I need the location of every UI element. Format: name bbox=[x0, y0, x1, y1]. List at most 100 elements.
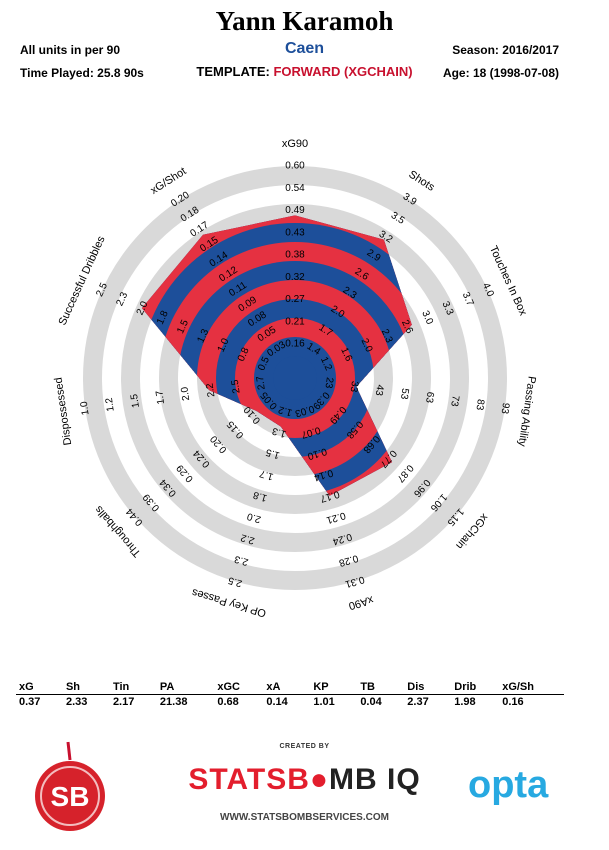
summary-header: PA bbox=[156, 680, 215, 695]
summary-header: xG/Sh bbox=[499, 680, 564, 695]
summary-value: 0.04 bbox=[360, 696, 382, 708]
bomb-fuse bbox=[66, 741, 72, 761]
radar-tick-label: 93 bbox=[499, 402, 512, 415]
radar-axis-label: Dispossessed bbox=[53, 377, 75, 446]
radar-tick-label: 2.5 bbox=[230, 378, 243, 394]
summary-header-row: xG Sh Tin PA xGC xA KP TB Dis Drib xG/Sh bbox=[16, 680, 564, 695]
radar-axis-label: OP Key Passes bbox=[190, 586, 268, 619]
radar-tick-label: 1.6 bbox=[338, 346, 354, 364]
radar-tick-label: 2.0 bbox=[135, 299, 151, 317]
summary-header: KP bbox=[310, 680, 358, 695]
radar-tick-label: 0.16 bbox=[285, 339, 305, 350]
radar-tick-label: 0.5 bbox=[256, 355, 272, 373]
radar-tick-label: 2.0 bbox=[359, 337, 375, 355]
radar-tick-label: 2.7 bbox=[255, 375, 268, 391]
radar-tick-label: 0.24 bbox=[331, 531, 353, 547]
radar-tick-label: 1.2 bbox=[277, 403, 294, 418]
radar-tick-label: 0.14 bbox=[312, 467, 334, 483]
radar-tick-label: 2.0 bbox=[179, 386, 192, 402]
template-label: TEMPLATE: bbox=[196, 64, 270, 79]
statsbomb-iq-logo: STATSB●MB IQ bbox=[0, 763, 609, 797]
radar-background-ring bbox=[121, 204, 469, 552]
radar-tick-label: 1.7 bbox=[154, 389, 167, 405]
brand-part1: STATSB bbox=[188, 763, 310, 796]
radar-background-ring bbox=[83, 166, 507, 590]
radar-tick-label: 1.3 bbox=[271, 425, 288, 440]
radar-tick-label: 0.60 bbox=[285, 161, 305, 172]
radar-tick-label: 0.43 bbox=[285, 227, 305, 238]
radar-tick-label: 0.28 bbox=[337, 552, 359, 568]
brand-bomb-icon: ● bbox=[309, 763, 329, 796]
radar-tick-label: 0.31 bbox=[343, 573, 365, 589]
opta-logo: opta bbox=[468, 764, 549, 806]
radar-tick-label: 2.6 bbox=[399, 318, 415, 336]
radar-tick-label: 1.8 bbox=[155, 309, 171, 327]
radar-tick-label: 0.03 bbox=[293, 403, 315, 419]
summary-header: TB bbox=[357, 680, 405, 695]
radar-axis-label: xA90 bbox=[347, 593, 374, 612]
radar-tick-label: 0.54 bbox=[285, 183, 305, 194]
radar-tick-label: 1.3 bbox=[196, 327, 212, 345]
radar-tick-label: 53 bbox=[398, 387, 411, 400]
summary-value: 1.98 bbox=[454, 696, 476, 708]
sb-logo-text: SB bbox=[51, 781, 90, 812]
radar-tick-label: 2.5 bbox=[227, 574, 244, 589]
radar-tick-label: 2.2 bbox=[205, 382, 218, 398]
summary-value: 1.01 bbox=[313, 696, 335, 708]
radar-tick-label: 73 bbox=[448, 395, 461, 408]
radar-tick-label: 2.3 bbox=[233, 553, 250, 568]
radar-tick-label: 3.7 bbox=[460, 291, 476, 309]
summary-value: 2.33 bbox=[65, 696, 88, 708]
radar-tick-label: 23 bbox=[322, 377, 335, 390]
radar-chart: 0.16 0.21 0.27 0.32 0.38 0.43 0.49 0.54 0.60 xG90… bbox=[53, 138, 538, 619]
radar-tick-label: 2.0 bbox=[245, 510, 262, 525]
radar-tick-label: 0.21 bbox=[285, 316, 305, 327]
radar-tick-label: 0.8 bbox=[236, 346, 252, 364]
radar-axis-label: Passing Ability bbox=[516, 375, 538, 447]
radar-data-core bbox=[273, 356, 317, 400]
radar-tick-label: 1.7 bbox=[258, 467, 275, 482]
radar-tick-label: 1.5 bbox=[129, 393, 142, 409]
radar-tick-label: 2.2 bbox=[239, 531, 256, 546]
summary-value: 0.68 bbox=[217, 696, 239, 708]
radar-tick-label: 1.2 bbox=[104, 397, 117, 413]
radar-tick-label: 1.0 bbox=[79, 400, 92, 416]
age: Age: 18 (1998-07-08) bbox=[442, 66, 559, 80]
radar-tick-label: 0.10 bbox=[306, 445, 328, 461]
summary-value: 0.14 bbox=[266, 696, 288, 708]
season: Season: 2016/2017 bbox=[452, 43, 559, 57]
radar-tick-label: 83 bbox=[473, 398, 486, 411]
summary-value: 21.38 bbox=[159, 696, 188, 708]
summary-header: Drib bbox=[451, 680, 500, 695]
summary-table: xG Sh Tin PA xGC xA KP TB Dis Drib xG/Sh… bbox=[16, 680, 564, 709]
radar-tick-label: 3.0 bbox=[419, 309, 435, 327]
radar-tick-label: 1.0 bbox=[216, 336, 232, 354]
radar-tick-label: 2.3 bbox=[379, 327, 395, 345]
summary-header: Tin bbox=[109, 680, 157, 695]
radar-tick-label: 0.07 bbox=[299, 424, 321, 440]
summary-header: xA bbox=[263, 680, 311, 695]
radar-tick-label: 2.3 bbox=[115, 290, 131, 308]
radar-tick-label: 0.38 bbox=[285, 250, 305, 261]
radar-tick-label: 63 bbox=[423, 391, 436, 404]
summary-header: xGC bbox=[214, 680, 264, 695]
team-name: Caen bbox=[284, 40, 325, 57]
radar-tick-label: 1.8 bbox=[252, 489, 269, 504]
summary-value: 0.37 bbox=[19, 696, 41, 708]
player-name: Yann Karamoh bbox=[215, 6, 394, 36]
radar-tick-label: 0.27 bbox=[285, 294, 305, 305]
radar-tick-label: 43 bbox=[373, 384, 386, 397]
summary-header: Dis bbox=[404, 680, 452, 695]
created-by: CREATED BY bbox=[279, 743, 330, 750]
radar-tick-label: 0.49 bbox=[285, 205, 305, 216]
radar-tick-label: 0.21 bbox=[325, 509, 347, 525]
time-played: Time Played: 25.8 90s bbox=[20, 66, 144, 80]
radar-tick-label: 1.5 bbox=[175, 318, 191, 336]
bomb-ring bbox=[40, 766, 100, 826]
radar-tick-label: 33 bbox=[348, 380, 361, 393]
website-link[interactable]: WWW.STATSBOMBSERVICES.COM bbox=[220, 812, 389, 823]
template-line: TEMPLATE: FORWARD (XGCHAIN) bbox=[0, 64, 609, 79]
radar-tick-label: 0.17 bbox=[318, 488, 340, 504]
radar-axis-label: xG90 bbox=[282, 138, 308, 150]
summary-value: 2.17 bbox=[112, 696, 135, 708]
